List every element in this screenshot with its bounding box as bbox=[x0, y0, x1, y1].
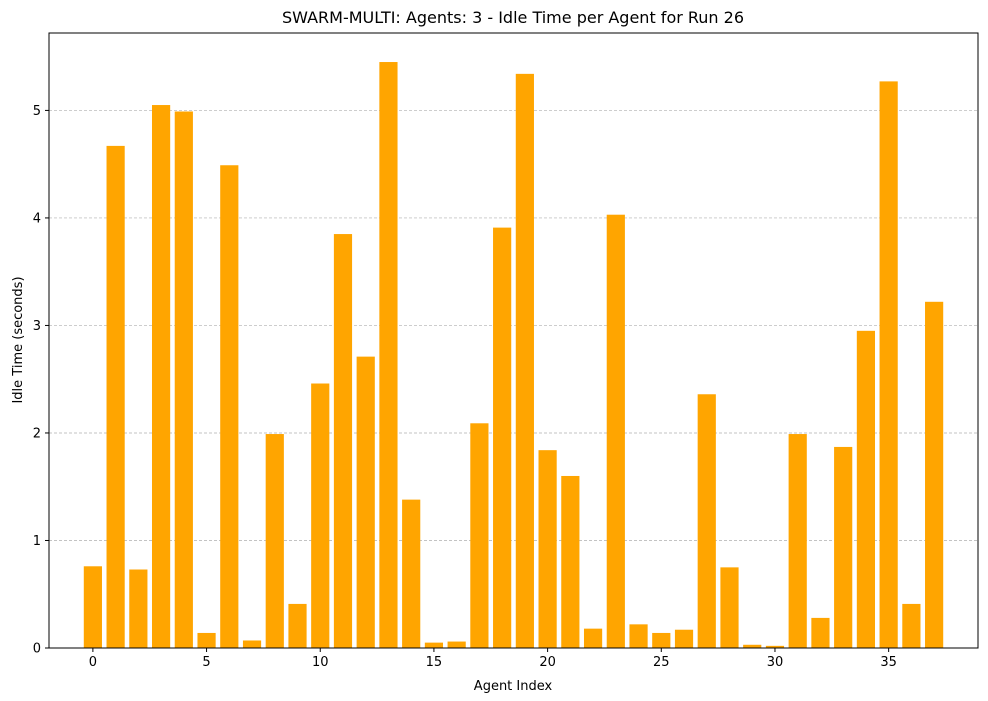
bar-agent-22 bbox=[583, 628, 603, 648]
y-tick-label: 4 bbox=[33, 211, 41, 226]
bar-agent-10 bbox=[311, 383, 330, 648]
y-axis-ticks: 0 1 2 3 4 5 bbox=[33, 104, 49, 657]
bar-agent-14 bbox=[402, 499, 421, 648]
bar-agent-23 bbox=[606, 214, 625, 649]
bar-agent-3 bbox=[151, 105, 171, 648]
bar-agent-27 bbox=[697, 394, 716, 648]
x-tick-label: 5 bbox=[202, 655, 210, 670]
y-tick-label: 3 bbox=[33, 319, 41, 334]
bar-agent-19 bbox=[515, 73, 534, 649]
bar-agent-11 bbox=[333, 234, 353, 649]
bar-agent-9 bbox=[288, 603, 307, 648]
bar-agent-4 bbox=[174, 111, 193, 648]
bar-agent-20 bbox=[538, 450, 557, 648]
bar-agent-1 bbox=[106, 145, 125, 648]
bar-agent-13 bbox=[379, 62, 398, 648]
plot-frame bbox=[48, 32, 979, 649]
bar-agent-33 bbox=[834, 446, 853, 648]
x-tick-label: 35 bbox=[880, 655, 897, 670]
bar-agent-16 bbox=[447, 641, 466, 648]
bar-agent-18 bbox=[493, 227, 512, 649]
bar-agent-31 bbox=[788, 434, 807, 648]
bar-agent-15 bbox=[424, 642, 444, 648]
x-tick-label: 30 bbox=[767, 655, 784, 670]
bar-agent-8 bbox=[265, 434, 284, 648]
bar-agent-28 bbox=[720, 567, 739, 648]
bar-agent-6 bbox=[220, 165, 239, 648]
x-axis-ticks: 0 5 10 15 20 25 30 35 bbox=[89, 648, 897, 670]
bar-agent-5 bbox=[197, 632, 216, 648]
bar-agent-2 bbox=[129, 569, 148, 648]
x-tick-label: 15 bbox=[426, 655, 443, 670]
y-axis-label: Idle Time (seconds) bbox=[11, 276, 26, 403]
x-axis-label: Agent Index bbox=[474, 679, 553, 694]
y-tick-label: 5 bbox=[33, 104, 41, 119]
x-tick-label: 0 bbox=[89, 655, 97, 670]
bar-agent-29 bbox=[743, 644, 762, 648]
bar-agent-25 bbox=[652, 632, 671, 648]
bar-agent-35 bbox=[879, 81, 898, 648]
bar-agent-24 bbox=[629, 624, 648, 648]
bar-agent-37 bbox=[925, 301, 944, 648]
bars bbox=[83, 62, 944, 649]
bar-agent-30 bbox=[765, 645, 785, 648]
bar-agent-0 bbox=[83, 566, 102, 648]
chart-title: SWARM-MULTI: Agents: 3 - Idle Time per A… bbox=[282, 8, 744, 27]
bar-agent-21 bbox=[561, 475, 580, 648]
x-tick-label: 20 bbox=[539, 655, 556, 670]
x-tick-label: 25 bbox=[653, 655, 670, 670]
bar-agent-32 bbox=[811, 617, 830, 648]
bar-agent-34 bbox=[856, 330, 876, 648]
y-tick-label: 1 bbox=[33, 534, 41, 549]
bar-agent-26 bbox=[674, 629, 694, 648]
y-tick-label: 0 bbox=[33, 642, 41, 657]
x-tick-label: 10 bbox=[312, 655, 329, 670]
bar-agent-17 bbox=[470, 423, 489, 648]
y-tick-label: 2 bbox=[33, 426, 41, 441]
bar-agent-7 bbox=[242, 640, 262, 648]
bar-agent-12 bbox=[356, 356, 375, 648]
bar-agent-36 bbox=[902, 603, 921, 648]
